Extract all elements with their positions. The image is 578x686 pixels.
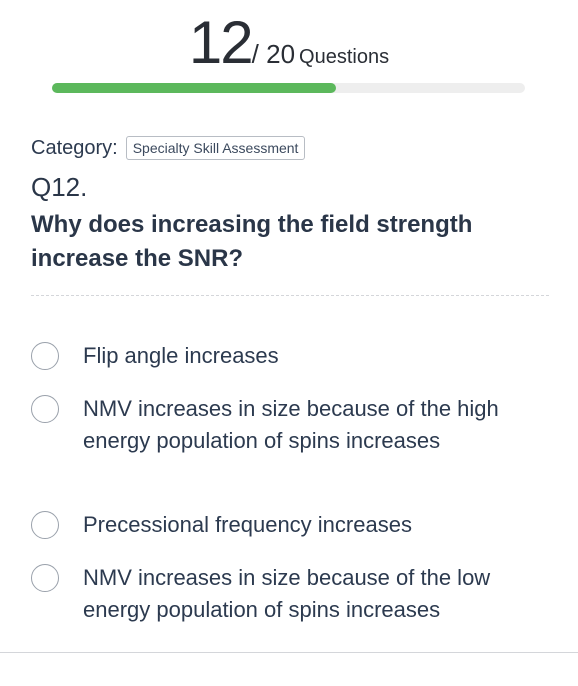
answer-option-2[interactable]: NMV increases in size because of the hig… bbox=[31, 395, 561, 457]
answer-option-label: NMV increases in size because of the hig… bbox=[83, 396, 499, 453]
radio-button[interactable] bbox=[31, 511, 59, 539]
category-label: Category: bbox=[31, 136, 118, 159]
category-row: Category: Specialty Skill Assessment bbox=[31, 136, 306, 160]
radio-button[interactable] bbox=[31, 564, 59, 592]
question-counter: 12/ 20 Questions bbox=[0, 8, 578, 77]
category-badge: Specialty Skill Assessment bbox=[125, 136, 306, 160]
total-questions: / 20 bbox=[251, 39, 296, 69]
answer-option-4[interactable]: NMV increases in size because of the low… bbox=[31, 564, 561, 626]
current-question-number: 12 bbox=[188, 9, 254, 76]
divider bbox=[31, 295, 549, 296]
progress-bar bbox=[52, 83, 525, 93]
answer-option-label: NMV increases in size because of the low… bbox=[83, 565, 491, 622]
progress-bar-fill bbox=[52, 83, 336, 93]
questions-label: Questions bbox=[299, 46, 390, 68]
answer-option-label: Flip angle increases bbox=[83, 343, 279, 368]
answer-option-1[interactable]: Flip angle increases bbox=[31, 342, 561, 372]
radio-button[interactable] bbox=[31, 395, 59, 423]
question-text: Why does increasing the field strength i… bbox=[31, 211, 473, 272]
radio-button[interactable] bbox=[31, 342, 59, 370]
question-number: Q12. bbox=[31, 172, 88, 202]
answer-option-3[interactable]: Precessional frequency increases bbox=[31, 511, 561, 541]
answer-option-label: Precessional frequency increases bbox=[83, 512, 412, 537]
bottom-divider bbox=[0, 652, 578, 653]
